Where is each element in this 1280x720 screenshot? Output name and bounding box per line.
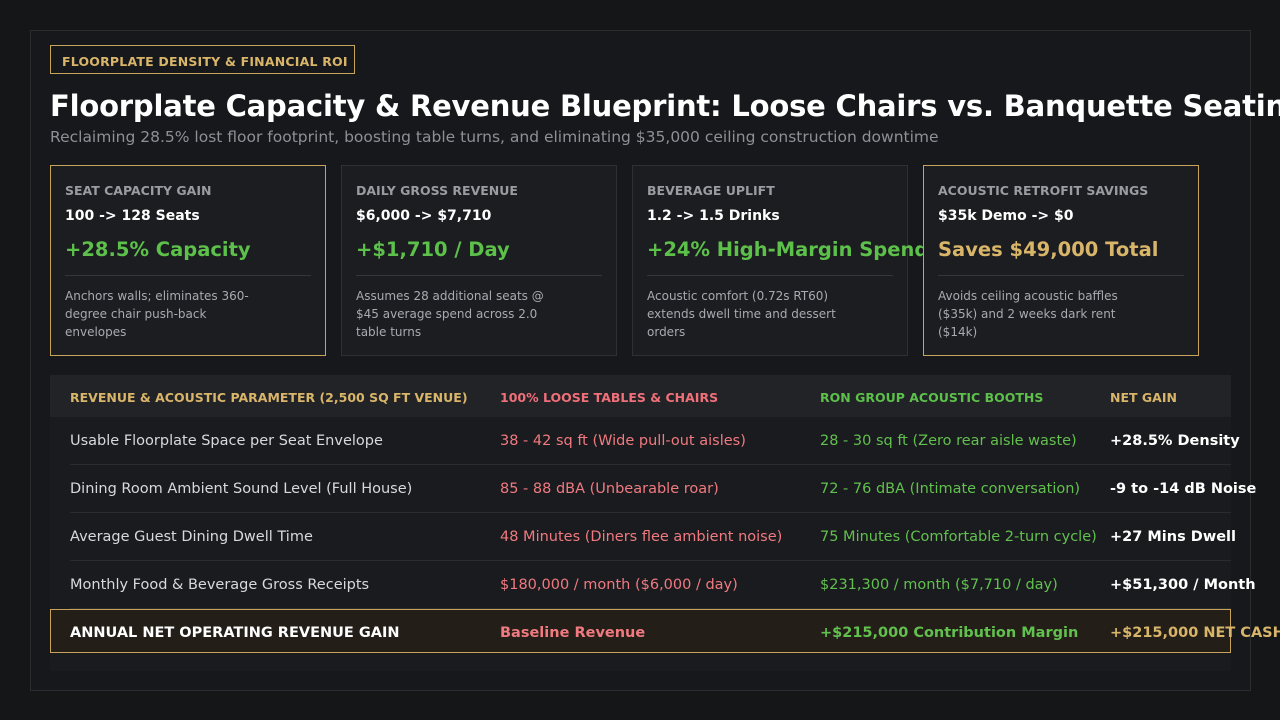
table-header: REVENUE & ACOUSTIC PARAMETER (2,500 SQ F…	[50, 375, 1231, 417]
cell-parameter: Average Guest Dining Dwell Time	[70, 529, 313, 545]
table-row: Dining Room Ambient Sound Level (Full Ho…	[50, 465, 1256, 513]
cell-loose: 48 Minutes (Diners flee ambient noise)	[500, 529, 783, 545]
cell-booth: 28 - 30 sq ft (Zero rear aisle waste)	[820, 433, 1077, 449]
row-divider	[70, 560, 1231, 561]
cell-parameter: Dining Room Ambient Sound Level (Full Ho…	[70, 481, 413, 497]
card-highlight: +$1,710 / Day	[356, 238, 510, 261]
card-label: SEAT CAPACITY GAIN	[65, 183, 212, 198]
cell-loose: 85 - 88 dBA (Unbearable roar)	[500, 481, 719, 497]
header-loose-tables: 100% LOOSE TABLES & CHAIRS	[500, 390, 719, 405]
table-total-row: ANNUAL NET OPERATING REVENUE GAIN Baseli…	[50, 609, 1280, 653]
total-label: ANNUAL NET OPERATING REVENUE GAIN	[70, 625, 400, 641]
card-note: Assumes 28 additional seats @ $45 averag…	[356, 289, 544, 339]
card-note: Anchors walls; eliminates 360-degree cha…	[65, 289, 249, 339]
header-parameter: REVENUE & ACOUSTIC PARAMETER (2,500 SQ F…	[70, 390, 468, 405]
card-divider	[65, 275, 311, 276]
card-label: BEVERAGE UPLIFT	[647, 183, 775, 198]
card-beverage-uplift: BEVERAGE UPLIFT 1.2 -> 1.5 Drinks +24% H…	[632, 165, 928, 356]
card-value: 1.2 -> 1.5 Drinks	[647, 208, 780, 224]
card-highlight: +24% High-Margin Spend	[647, 238, 929, 261]
comparison-table: REVENUE & ACOUSTIC PARAMETER (2,500 SQ F…	[50, 375, 1280, 671]
card-highlight: Saves $49,000 Total	[938, 238, 1159, 261]
card-label: ACOUSTIC RETROFIT SAVINGS	[938, 183, 1149, 198]
card-divider	[938, 275, 1184, 276]
card-value: $6,000 -> $7,710	[356, 208, 492, 224]
cell-booth: 75 Minutes (Comfortable 2-turn cycle)	[820, 529, 1097, 545]
table-row: Usable Floorplate Space per Seat Envelop…	[50, 417, 1240, 465]
total-net-gain: +$215,000 NET CASH	[1110, 625, 1280, 641]
card-divider	[647, 275, 893, 276]
card-daily-revenue: DAILY GROSS REVENUE $6,000 -> $7,710 +$1…	[341, 165, 617, 356]
page-subtitle: Reclaiming 28.5% lost floor footprint, b…	[50, 128, 939, 146]
section-tag: FLOORPLATE DENSITY & FINANCIAL ROI	[50, 45, 355, 74]
card-divider	[356, 275, 602, 276]
row-divider	[70, 512, 1231, 513]
cell-net-gain: +28.5% Density	[1110, 433, 1240, 449]
table-row: Average Guest Dining Dwell Time 48 Minut…	[50, 513, 1236, 561]
card-label: DAILY GROSS REVENUE	[356, 183, 518, 198]
cell-loose: $180,000 / month ($6,000 / day)	[500, 577, 738, 593]
total-booth: +$215,000 Contribution Margin	[820, 625, 1079, 641]
row-divider	[70, 464, 1231, 465]
card-value: $35k Demo -> $0	[938, 208, 1074, 224]
header-acoustic-booths: RON GROUP ACOUSTIC BOOTHS	[820, 390, 1044, 405]
page-title: Floorplate Capacity & Revenue Blueprint:…	[50, 89, 1280, 123]
cell-parameter: Usable Floorplate Space per Seat Envelop…	[70, 433, 383, 449]
card-highlight: +28.5% Capacity	[65, 238, 251, 261]
cell-parameter: Monthly Food & Beverage Gross Receipts	[70, 577, 370, 593]
cell-loose: 38 - 42 sq ft (Wide pull-out aisles)	[500, 433, 746, 449]
total-loose: Baseline Revenue	[500, 625, 646, 641]
cell-net-gain: +$51,300 / Month	[1110, 577, 1256, 593]
table-row: Monthly Food & Beverage Gross Receipts $…	[50, 561, 1256, 609]
cell-net-gain: +27 Mins Dwell	[1110, 529, 1236, 545]
card-acoustic-savings: ACOUSTIC RETROFIT SAVINGS $35k Demo -> $…	[923, 165, 1199, 356]
card-note: Avoids ceiling acoustic baffles ($35k) a…	[938, 289, 1118, 339]
card-value: 100 -> 128 Seats	[65, 208, 200, 224]
card-seat-capacity: SEAT CAPACITY GAIN 100 -> 128 Seats +28.…	[50, 165, 326, 356]
row-divider	[70, 608, 1231, 609]
header-net-gain: NET GAIN	[1110, 390, 1177, 405]
cell-booth: $231,300 / month ($7,710 / day)	[820, 577, 1058, 593]
card-note: Acoustic comfort (0.72s RT60) extends dw…	[647, 289, 836, 339]
cell-booth: 72 - 76 dBA (Intimate conversation)	[820, 481, 1081, 497]
cell-net-gain: -9 to -14 dB Noise	[1110, 481, 1257, 497]
